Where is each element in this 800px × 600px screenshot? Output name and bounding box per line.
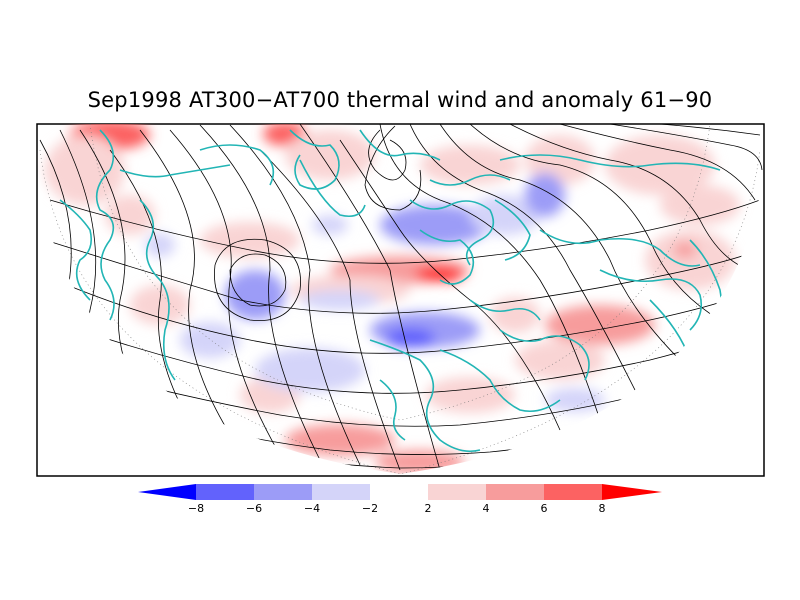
colorbar-box	[138, 484, 196, 500]
positive-anomaly-region	[673, 242, 697, 258]
colorbar-box	[196, 484, 254, 500]
colorbar-tick-label: −8	[188, 502, 204, 515]
colorbar-tick-label: −4	[304, 502, 320, 515]
positive-anomaly-region	[490, 297, 540, 333]
negative-anomaly-region	[225, 270, 285, 320]
colorbar: −8 −6 −4 −2 2 4 6 8	[138, 484, 662, 515]
negative-anomaly-region	[380, 205, 490, 245]
colorbar-box	[312, 484, 370, 500]
colorbar-tick-label: −2	[362, 502, 378, 515]
negative-anomaly-region	[525, 173, 565, 217]
positive-anomaly-region	[200, 222, 300, 258]
negative-anomaly-region	[385, 328, 435, 348]
colorbar-tick-label: 8	[599, 502, 606, 515]
positive-anomaly-region	[525, 135, 595, 185]
map-title: Sep1998 AT300−AT700 thermal wind and ano…	[87, 88, 713, 112]
colorbar-box	[370, 484, 428, 500]
positive-anomaly-region	[45, 135, 125, 205]
negative-anomaly-region	[470, 195, 540, 235]
colorbar-tick-label: 6	[541, 502, 548, 515]
colorbar-tick-label: 4	[483, 502, 490, 515]
anomaly-shading	[45, 124, 740, 474]
negative-anomaly-region	[255, 348, 365, 392]
positive-anomaly-region	[605, 135, 715, 195]
positive-anomaly-region	[420, 145, 520, 185]
colorbar-tick-label: 2	[425, 502, 432, 515]
colorbar-box	[602, 484, 662, 500]
colorbar-tick-label: −6	[246, 502, 262, 515]
negative-anomaly-region	[145, 233, 175, 257]
colorbar-box	[254, 484, 312, 500]
positive-anomaly-region	[660, 185, 740, 225]
negative-anomaly-region	[312, 215, 348, 235]
colorbar-box	[544, 484, 602, 500]
coastlines	[44, 129, 723, 453]
colorbar-box	[428, 484, 486, 500]
positive-anomaly-region	[130, 285, 190, 325]
colorbar-box	[486, 484, 544, 500]
latitude-circles	[39, 124, 761, 474]
positive-anomaly-region	[545, 305, 655, 345]
positive-anomaly-region	[425, 377, 515, 413]
positive-anomaly-region	[515, 340, 605, 380]
negative-anomaly-region	[300, 290, 380, 310]
negative-anomaly-region	[180, 322, 240, 358]
